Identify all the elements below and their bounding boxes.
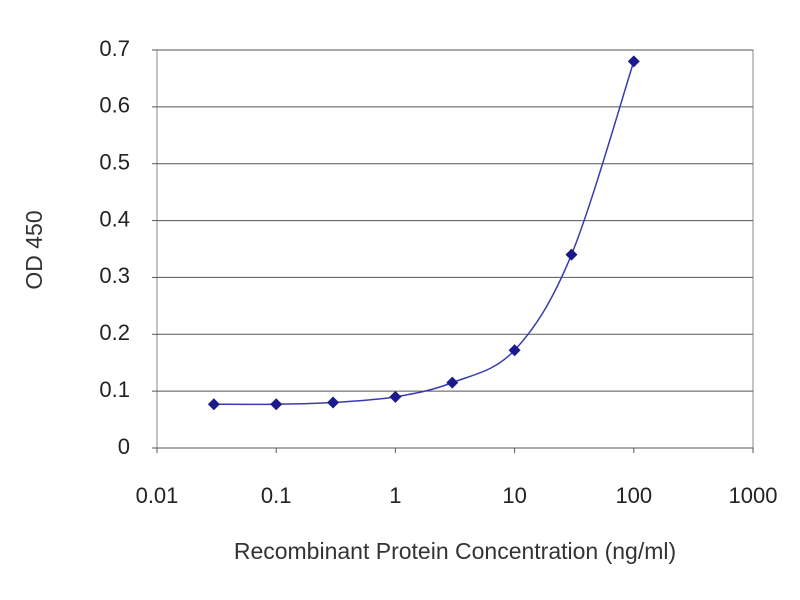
y-tick-label: 0.6 bbox=[99, 93, 130, 118]
data-point bbox=[446, 376, 459, 389]
y-tick-label: 0.5 bbox=[99, 150, 130, 175]
x-tick-label: 0.01 bbox=[136, 483, 179, 508]
y-tick-label: 0.7 bbox=[99, 36, 130, 61]
x-tick-label: 100 bbox=[615, 483, 652, 508]
y-tick-label: 0 bbox=[118, 434, 130, 459]
y-axis-title: OD 450 bbox=[21, 210, 47, 289]
y-tick-label: 0.4 bbox=[99, 206, 130, 231]
y-tick-label: 0.2 bbox=[99, 320, 130, 345]
x-tick-label: 1 bbox=[389, 483, 401, 508]
data-point bbox=[207, 398, 220, 411]
data-point bbox=[389, 390, 402, 403]
y-tick-label: 0.1 bbox=[99, 377, 130, 402]
data-point bbox=[565, 248, 578, 261]
data-point bbox=[327, 396, 340, 409]
data-point bbox=[508, 344, 521, 357]
plot-area bbox=[156, 49, 754, 449]
data-point bbox=[270, 398, 283, 411]
x-tick-label: 0.1 bbox=[261, 483, 292, 508]
data-point bbox=[627, 55, 640, 68]
y-tick-label: 0.3 bbox=[99, 263, 130, 288]
x-tick-label: 1000 bbox=[729, 483, 778, 508]
x-tick-label: 10 bbox=[502, 483, 526, 508]
x-axis-title: Recombinant Protein Concentration (ng/ml… bbox=[234, 538, 676, 564]
